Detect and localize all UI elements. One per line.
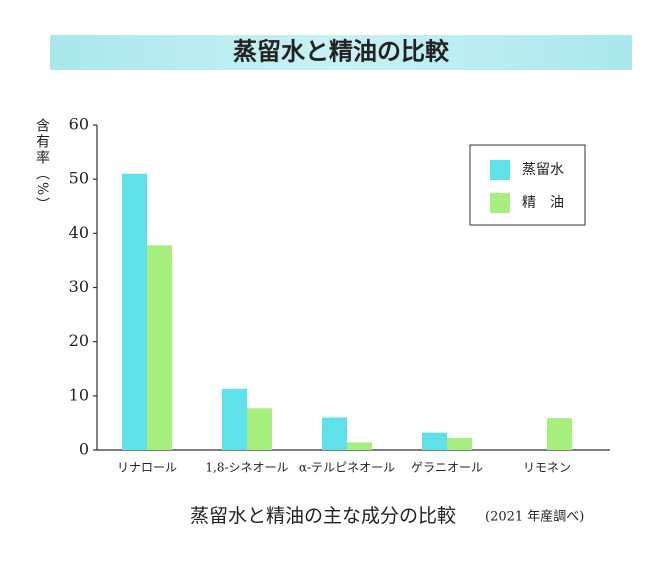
y-tick-label: 10 [69,385,89,404]
y-axis-label: 含有率（%） [34,118,50,213]
x-tick-label: リナロール [117,461,177,475]
bar [247,408,272,450]
caption-note: (2021 年産調べ) [485,509,584,525]
x-tick-label: リモネン [523,461,571,475]
bar [447,438,472,450]
y-tick-label: 20 [69,331,89,350]
x-tick-label: ゲラニオール [411,461,483,475]
bar [222,388,247,450]
x-tick-label: α-テルピネオール [299,461,395,475]
legend-swatch [490,193,510,213]
bar [122,173,147,450]
bar [347,442,372,450]
legend-label: 蒸留水 [522,162,564,178]
chart-title: 蒸留水と精油の比較 [233,37,450,66]
y-tick-label: 30 [69,277,89,296]
x-tick-label: 1,8-シネオール [205,461,288,475]
bar [147,245,172,450]
legend-label: 精 油 [522,195,564,211]
legend-box [469,144,586,226]
y-tick-label: 60 [69,115,89,134]
y-tick-label: 40 [69,223,89,242]
y-tick-label: 50 [69,169,89,188]
title-banner [50,35,632,70]
y-tick-label: 0 [79,440,89,459]
bar [322,417,347,450]
bar [547,418,572,450]
legend-swatch [490,160,510,180]
caption: 蒸留水と精油の主な成分の比較 [190,505,456,527]
bar [422,432,447,450]
